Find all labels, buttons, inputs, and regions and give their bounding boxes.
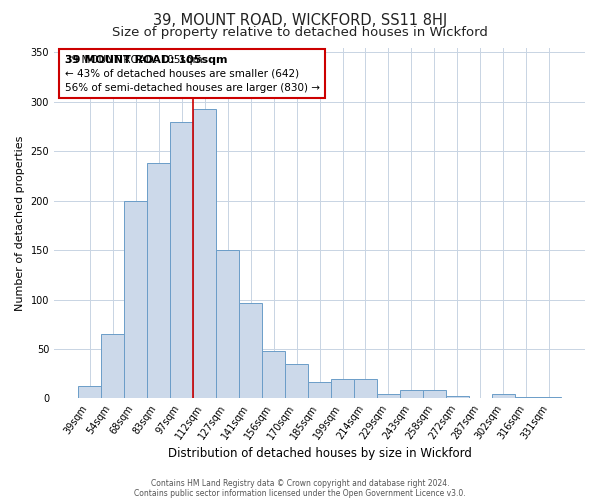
- Bar: [377, 394, 400, 398]
- Bar: [262, 351, 285, 399]
- Bar: [124, 200, 147, 398]
- Bar: [515, 396, 538, 398]
- Bar: [308, 382, 331, 398]
- X-axis label: Distribution of detached houses by size in Wickford: Distribution of detached houses by size …: [167, 447, 472, 460]
- Bar: [147, 163, 170, 398]
- Bar: [78, 386, 101, 398]
- Bar: [446, 396, 469, 398]
- Bar: [538, 396, 561, 398]
- Text: 39 MOUNT ROAD: 105sqm
← 43% of detached houses are smaller (642)
56% of semi-det: 39 MOUNT ROAD: 105sqm ← 43% of detached …: [65, 54, 320, 92]
- Text: Size of property relative to detached houses in Wickford: Size of property relative to detached ho…: [112, 26, 488, 39]
- Bar: [354, 378, 377, 398]
- Bar: [400, 390, 423, 398]
- Bar: [193, 109, 216, 399]
- Y-axis label: Number of detached properties: Number of detached properties: [15, 136, 25, 310]
- Text: Contains HM Land Registry data © Crown copyright and database right 2024.: Contains HM Land Registry data © Crown c…: [151, 478, 449, 488]
- Text: 39, MOUNT ROAD, WICKFORD, SS11 8HJ: 39, MOUNT ROAD, WICKFORD, SS11 8HJ: [153, 12, 447, 28]
- Bar: [239, 302, 262, 398]
- Bar: [216, 250, 239, 398]
- Bar: [492, 394, 515, 398]
- Bar: [101, 334, 124, 398]
- Text: 39 MOUNT ROAD: 105sqm: 39 MOUNT ROAD: 105sqm: [65, 54, 227, 64]
- Bar: [331, 378, 354, 398]
- Bar: [423, 390, 446, 398]
- Bar: [170, 122, 193, 398]
- Text: Contains public sector information licensed under the Open Government Licence v3: Contains public sector information licen…: [134, 488, 466, 498]
- Bar: [285, 364, 308, 398]
